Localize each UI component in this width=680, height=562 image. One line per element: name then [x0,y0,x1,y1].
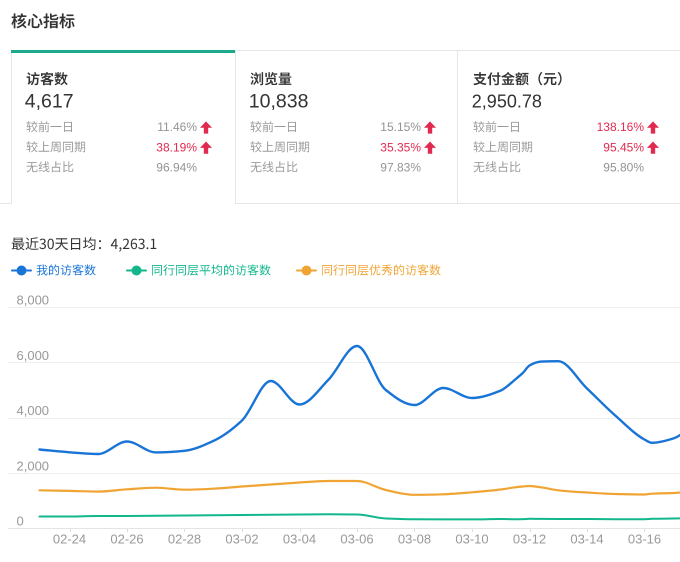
svg-text:11.46%: 11.46% [157,120,197,134]
svg-text:03-14: 03-14 [570,532,603,547]
svg-text:6,000: 6,000 [17,348,50,363]
svg-text:35.35%: 35.35% [380,140,421,154]
svg-text:4,000: 4,000 [17,403,50,418]
svg-text:95.45%: 95.45% [603,140,644,154]
svg-text:03-12: 03-12 [513,532,546,547]
svg-text:38.19%: 38.19% [156,140,197,154]
svg-text:02-28: 02-28 [168,532,201,547]
svg-text:138.16%: 138.16% [597,120,645,134]
svg-text:8,000: 8,000 [17,293,50,308]
svg-text:03-10: 03-10 [455,532,488,547]
svg-text:03-04: 03-04 [283,532,316,547]
svg-text:2,000: 2,000 [17,458,50,473]
svg-text:97.83%: 97.83% [380,160,421,174]
svg-text:2,950.78: 2,950.78 [472,92,542,112]
svg-text:10,838: 10,838 [249,91,309,113]
svg-text:96.94%: 96.94% [156,160,197,174]
svg-text:03-08: 03-08 [398,532,431,547]
svg-text:03-16: 03-16 [628,532,661,547]
svg-text:02-26: 02-26 [110,532,143,547]
svg-text:4,617: 4,617 [25,91,74,113]
svg-text:03-06: 03-06 [340,532,373,547]
svg-text:0: 0 [17,514,24,529]
svg-text:02-24: 02-24 [53,532,86,547]
svg-text:15.15%: 15.15% [380,120,421,134]
svg-text:95.80%: 95.80% [603,160,644,174]
svg-text:03-02: 03-02 [225,532,258,547]
